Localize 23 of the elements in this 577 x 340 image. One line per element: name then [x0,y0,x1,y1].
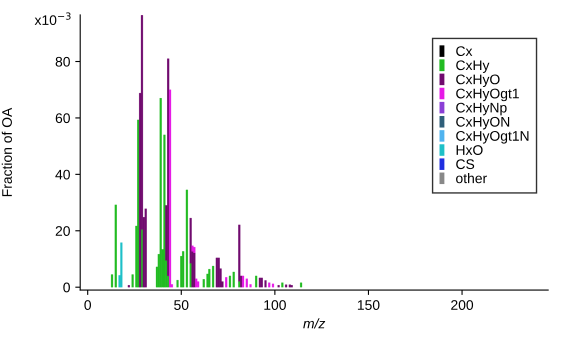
y-tick-label: 40 [55,170,70,180]
text: x10$^{−3}$ [34,12,71,26]
y-tick-label: 60 [56,113,70,124]
y-tick-label: 0 [63,282,70,292]
y-axis-title: Fraction of OA [2,108,12,196]
x-tick-label: 50 [174,300,188,310]
legend-label: other [456,173,487,184]
y-tick-label: 80 [56,56,70,67]
x-axis-title: m/z [303,318,326,328]
legend-label: CxHyNp [456,102,507,116]
legend-label: CxHy [456,60,490,73]
legend-label: CxHyOgt1 [456,88,519,102]
legend-label: CxHyO [456,74,500,88]
x-tick-label: 100 [264,300,286,310]
x-tick-label: 200 [451,300,474,310]
legend-label: Cx [456,46,472,56]
x-tick-label: 150 [358,300,380,310]
x-tick-label: 0 [84,300,92,310]
legend-label: CxHyOgt1N [456,131,528,144]
legend-label: HxO [456,145,483,155]
legend-label: CS [456,159,474,170]
y-tick-label: 20 [56,226,70,236]
legend-label: CxHyON [456,116,510,130]
